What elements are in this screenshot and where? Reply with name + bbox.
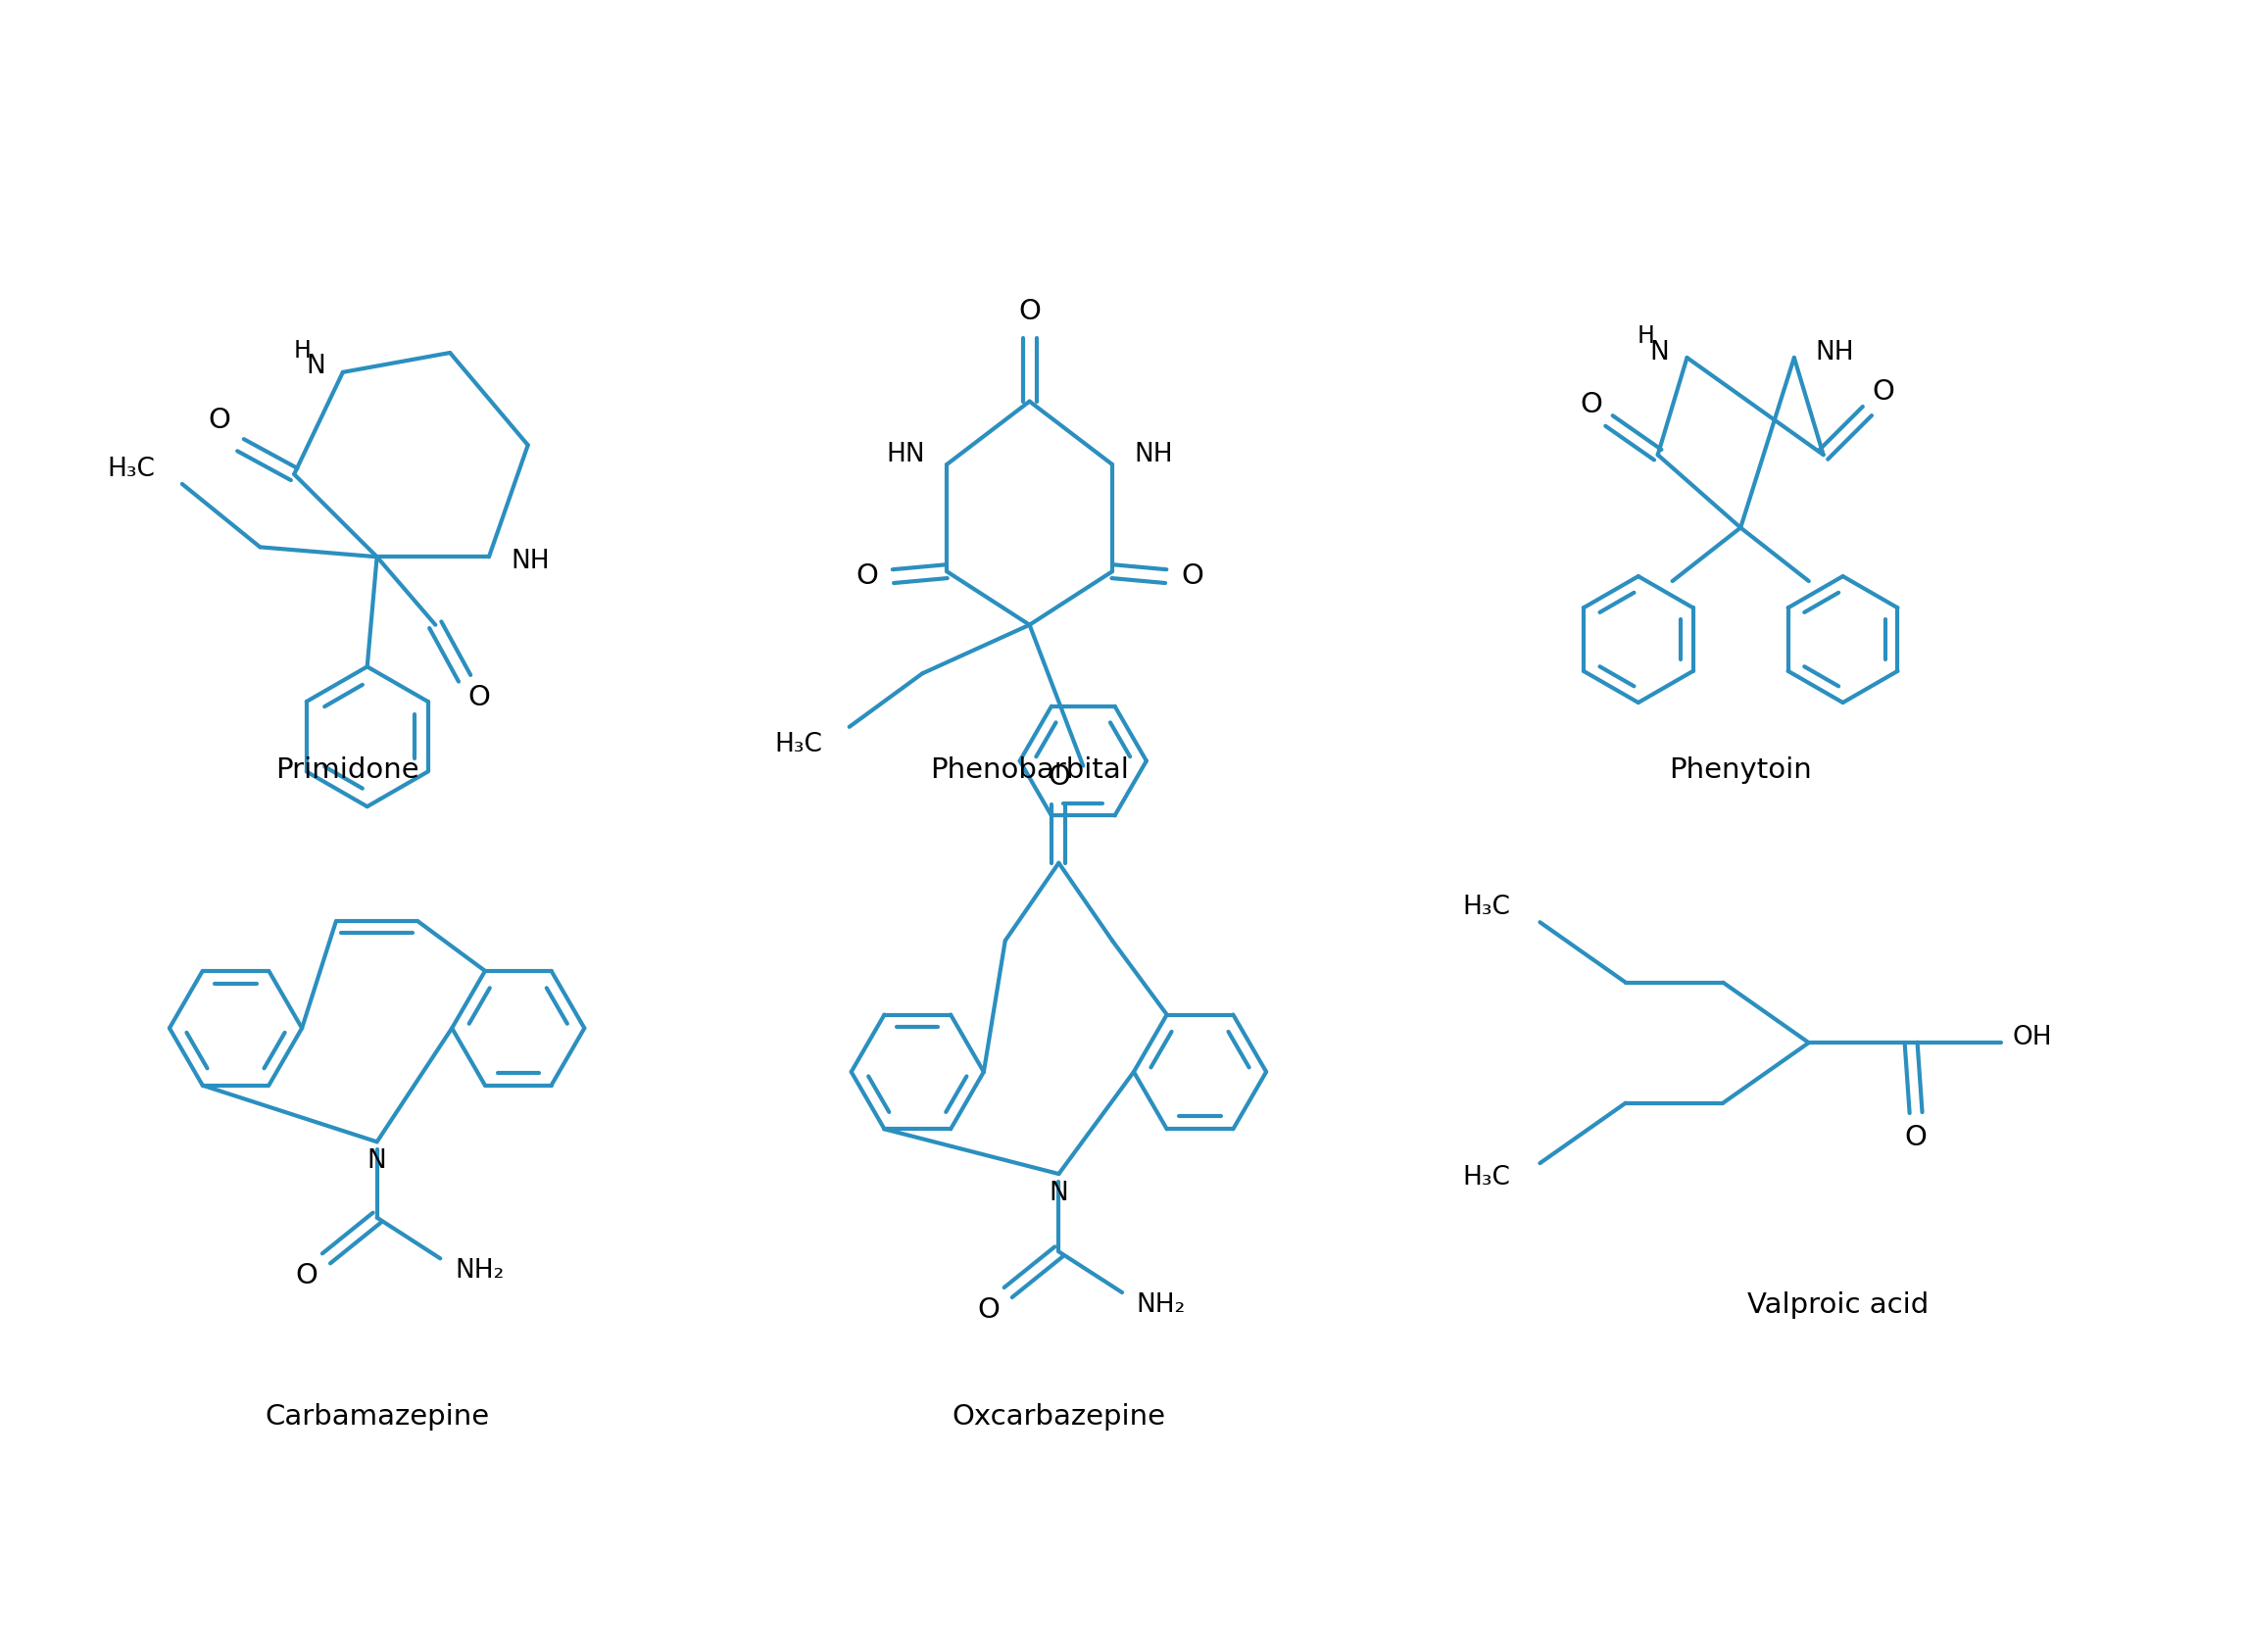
Text: O: O (207, 406, 229, 434)
Text: Phenytoin: Phenytoin (1669, 757, 1813, 785)
Text: N: N (1048, 1181, 1068, 1206)
Text: NH₂: NH₂ (1136, 1292, 1185, 1318)
Text: Primidone: Primidone (277, 757, 421, 785)
Text: HN: HN (886, 443, 924, 468)
Text: O: O (1873, 378, 1896, 405)
Text: Phenobarbital: Phenobarbital (931, 757, 1129, 785)
Text: H₃C: H₃C (1462, 895, 1511, 920)
Text: NH₂: NH₂ (454, 1259, 504, 1284)
Text: H: H (1637, 324, 1655, 349)
Text: NH: NH (511, 548, 549, 575)
Text: O: O (1048, 763, 1071, 791)
Text: O: O (1581, 390, 1604, 418)
Text: O: O (1019, 299, 1041, 325)
Text: H₃C: H₃C (108, 456, 155, 482)
Text: O: O (295, 1262, 317, 1290)
Text: O: O (1905, 1125, 1927, 1151)
Text: N: N (306, 354, 326, 378)
Text: OH: OH (2013, 1026, 2051, 1051)
Text: Carbamazepine: Carbamazepine (265, 1403, 490, 1431)
Text: O: O (855, 563, 877, 590)
Text: O: O (978, 1297, 1001, 1323)
Text: N: N (367, 1148, 387, 1175)
Text: Oxcarbazepine: Oxcarbazepine (951, 1403, 1165, 1431)
Text: O: O (468, 684, 490, 712)
Text: H₃C: H₃C (774, 732, 823, 757)
Text: H₃C: H₃C (1462, 1165, 1511, 1191)
Text: N: N (1651, 340, 1669, 365)
Text: NH: NH (1133, 443, 1172, 468)
Text: H: H (292, 339, 310, 362)
Text: Valproic acid: Valproic acid (1747, 1292, 1930, 1318)
Text: O: O (1181, 563, 1203, 590)
Text: NH: NH (1815, 340, 1855, 365)
